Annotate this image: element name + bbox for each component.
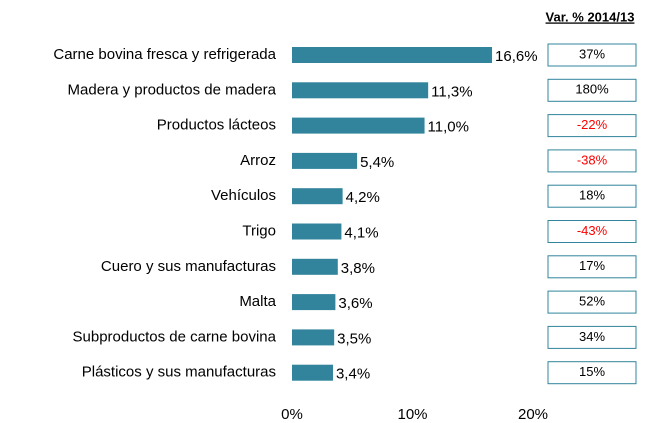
category-label: Carne bovina fresca y refrigerada (53, 46, 276, 63)
variation-label: 52% (579, 294, 605, 309)
value-label: 3,4% (336, 366, 370, 383)
variation-label: 180% (575, 82, 609, 97)
variation-title: Var. % 2014/13 (546, 9, 635, 24)
value-label: 3,5% (337, 330, 371, 347)
bar (292, 329, 335, 346)
x-tick-label: 10% (397, 406, 427, 423)
category-label: Plásticos y sus manufacturas (82, 364, 276, 381)
variation-label: 15% (579, 364, 605, 379)
bar (292, 117, 425, 134)
variation-label: 18% (579, 188, 605, 203)
value-label: 16,6% (495, 48, 538, 65)
value-label: 5,4% (360, 154, 394, 171)
category-label: Productos lácteos (157, 117, 276, 134)
bar (292, 223, 342, 240)
category-label: Trigo (242, 222, 276, 239)
value-label: 4,2% (346, 189, 380, 206)
category-label: Vehículos (211, 187, 276, 204)
variation-box (547, 149, 637, 173)
variation-box (547, 43, 637, 67)
variation-box (547, 114, 637, 138)
category-label: Subproductos de carne bovina (73, 328, 277, 345)
category-label: Malta (239, 293, 276, 310)
variation-label: -22% (577, 117, 608, 132)
variation-label: 17% (579, 258, 605, 273)
bar (292, 188, 343, 205)
x-tick-label: 20% (518, 406, 548, 423)
category-label: Madera y productos de madera (68, 81, 277, 98)
bar (292, 364, 333, 381)
bar (292, 294, 336, 311)
variation-box (547, 184, 637, 208)
value-label: 11,3% (431, 83, 472, 100)
variation-label: -38% (577, 152, 608, 167)
category-label: Arroz (240, 152, 276, 169)
variation-label: 37% (579, 46, 605, 61)
variation-box (547, 361, 637, 385)
bar (292, 82, 429, 99)
value-label: 11,0% (428, 119, 469, 136)
value-label: 3,6% (338, 295, 372, 312)
bar (292, 47, 493, 63)
category-label: Cuero y sus manufacturas (101, 258, 276, 275)
value-label: 3,8% (341, 260, 375, 277)
variation-box (547, 220, 637, 243)
x-tick-label: 0% (281, 406, 303, 423)
variation-label: 34% (579, 329, 605, 344)
bar (292, 258, 338, 275)
variation-label: -43% (577, 223, 608, 238)
variation-box (547, 78, 637, 102)
bar (292, 152, 358, 169)
variation-box (547, 325, 637, 349)
value-label: 4,1% (344, 224, 378, 241)
variation-box (547, 255, 637, 279)
variation-box (547, 290, 637, 314)
